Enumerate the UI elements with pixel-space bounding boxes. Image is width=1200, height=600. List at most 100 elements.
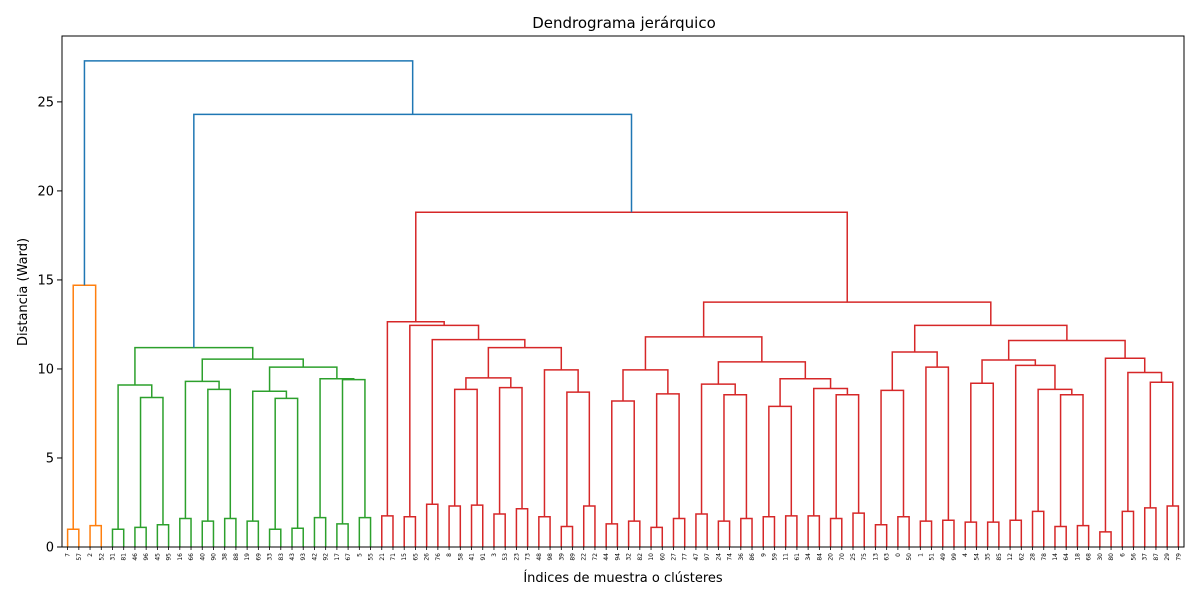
dendrogram-link bbox=[246, 520, 260, 547]
leaf-label: 16 bbox=[177, 553, 184, 561]
dendrogram-link bbox=[409, 324, 480, 517]
leaf-label: 2 bbox=[87, 553, 94, 557]
dendrogram-link bbox=[1143, 507, 1157, 547]
dendrogram-link bbox=[386, 321, 445, 516]
leaf-label: 34 bbox=[805, 553, 812, 561]
leaf-label: 43 bbox=[289, 553, 296, 561]
dendrogram-link bbox=[672, 517, 686, 547]
leaf-label: 61 bbox=[794, 553, 801, 561]
dendrogram-link bbox=[431, 338, 526, 505]
leaf-label: 67 bbox=[345, 553, 352, 561]
leaf-label: 33 bbox=[267, 553, 274, 561]
dendrogram-link bbox=[1059, 394, 1084, 527]
leaf-label: 55 bbox=[368, 553, 375, 561]
dendrogram-link bbox=[117, 384, 153, 530]
leaf-label: 6 bbox=[1119, 553, 1126, 557]
dendrogram-link bbox=[1009, 519, 1023, 547]
dendrogram-link bbox=[381, 515, 394, 547]
leaf-label: 59 bbox=[771, 553, 778, 561]
leaf-label: 97 bbox=[704, 553, 711, 561]
y-axis-label: Distancia (Ward) bbox=[16, 238, 31, 346]
leaf-label: 65 bbox=[412, 553, 419, 561]
leaf-label: 85 bbox=[996, 553, 1003, 561]
leaf-label: 94 bbox=[614, 553, 621, 561]
y-tick-label: 0 bbox=[46, 541, 54, 556]
dendrogram-link bbox=[925, 366, 950, 522]
leaf-label: 26 bbox=[424, 553, 431, 561]
dendrogram-link bbox=[1099, 531, 1112, 547]
dendrogram-link bbox=[201, 520, 215, 547]
dendrogram-link bbox=[768, 405, 793, 517]
dendrogram-link bbox=[487, 346, 563, 378]
leaf-label: 82 bbox=[637, 553, 644, 561]
dendrogram-link bbox=[970, 382, 995, 523]
leaf-label: 56 bbox=[1131, 553, 1138, 561]
dendrogram-link bbox=[702, 301, 992, 337]
dendrogram-link bbox=[829, 517, 843, 547]
leaf-label: 15 bbox=[401, 553, 408, 561]
dendrogram-link bbox=[313, 516, 327, 547]
dendrogram-link bbox=[1104, 357, 1146, 532]
dendrogram-link bbox=[942, 519, 955, 547]
dendrogram-link bbox=[852, 512, 865, 547]
dendrogram-link bbox=[336, 523, 349, 547]
dendrogram-link bbox=[66, 528, 80, 547]
leaf-label: 62 bbox=[1018, 553, 1025, 561]
leaf-label: 58 bbox=[457, 553, 464, 561]
leaf-label: 57 bbox=[76, 553, 83, 561]
leaf-label: 53 bbox=[502, 553, 509, 561]
dendrogram-link bbox=[986, 521, 1000, 547]
dendrogram-link bbox=[762, 515, 776, 547]
dendrogram-link bbox=[274, 397, 299, 530]
leaf-label: 88 bbox=[233, 553, 240, 561]
leaf-label: 60 bbox=[659, 553, 666, 561]
leaf-label: 18 bbox=[1074, 553, 1081, 561]
dendrogram-link bbox=[700, 383, 736, 515]
leaf-label: 49 bbox=[940, 553, 947, 561]
leaf-label: 95 bbox=[166, 553, 173, 561]
dendrogram-link bbox=[1054, 525, 1067, 547]
leaf-label: 52 bbox=[98, 553, 105, 561]
leaf-label: 3 bbox=[491, 553, 498, 557]
dendrogram-link bbox=[465, 377, 512, 390]
leaf-label: 39 bbox=[558, 553, 565, 561]
dendrogram-link bbox=[874, 523, 888, 547]
dendrogram-link bbox=[835, 394, 860, 519]
dendrogram-link bbox=[493, 513, 506, 547]
dendrogram-link bbox=[319, 377, 355, 518]
dendrogram-link bbox=[403, 515, 417, 547]
dendrogram-link bbox=[919, 520, 933, 547]
leaf-label: 78 bbox=[1041, 553, 1048, 561]
leaf-label: 90 bbox=[210, 553, 217, 561]
dendrogram-link bbox=[207, 388, 232, 522]
dendrogram-link bbox=[812, 387, 849, 516]
dendrogram-link bbox=[453, 388, 478, 507]
dendrogram-link bbox=[695, 513, 708, 547]
leaf-label: 68 bbox=[1086, 553, 1093, 561]
dendrogram-link bbox=[358, 516, 372, 547]
dendrogram-link bbox=[1166, 505, 1180, 547]
dendrogram-link bbox=[1127, 371, 1163, 512]
leaf-label: 9 bbox=[760, 553, 767, 557]
dendrogram-link bbox=[644, 336, 763, 370]
dendrogram-link bbox=[139, 396, 164, 528]
leaf-label: 81 bbox=[121, 553, 128, 561]
leaf-label: 89 bbox=[570, 553, 577, 561]
dendrogram-link bbox=[498, 386, 523, 515]
dendrogram-link bbox=[134, 526, 147, 547]
leaf-label: 40 bbox=[199, 553, 206, 561]
leaf-label: 41 bbox=[469, 553, 476, 561]
leaf-label: 77 bbox=[682, 553, 689, 561]
dendrogram-link bbox=[723, 394, 748, 522]
dendrogram-link bbox=[891, 351, 938, 391]
leaf-label: 22 bbox=[581, 553, 588, 561]
dendrogram-link bbox=[650, 526, 664, 547]
leaf-label: 91 bbox=[480, 553, 487, 561]
dendrogram-link bbox=[897, 515, 910, 547]
dendrogram-link bbox=[622, 369, 669, 401]
leaf-label: 47 bbox=[693, 553, 700, 561]
leaf-label: 74 bbox=[727, 553, 734, 561]
leaf-label: 35 bbox=[985, 553, 992, 561]
dendrogram-link bbox=[605, 523, 619, 547]
dendrogram-link bbox=[223, 517, 237, 547]
